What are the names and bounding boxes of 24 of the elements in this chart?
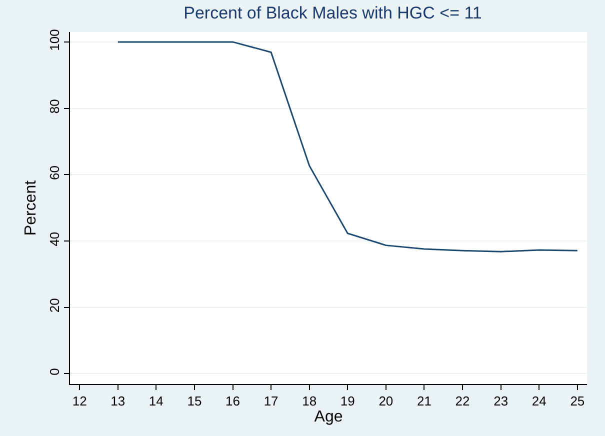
x-tick-label: 14 [148, 394, 164, 409]
x-tick-label: 17 [264, 394, 278, 409]
x-axis-title: Age [314, 408, 343, 426]
line-series [117, 41, 578, 252]
x-tick-label: 20 [378, 394, 394, 409]
x-tick-label: 12 [72, 394, 87, 409]
x-tick-label: 15 [187, 394, 202, 409]
chart-title: Percent of Black Males with HGC <= 11 [184, 3, 482, 22]
y-tick-label: 0 [46, 368, 62, 376]
x-tick-label: 21 [417, 394, 432, 409]
y-tick-label: 40 [46, 232, 62, 246]
x-tick-label: 18 [302, 394, 317, 409]
y-tick-label: 20 [46, 298, 62, 313]
y-tick-label: 100 [46, 29, 62, 51]
x-tick-label: 25 [570, 394, 585, 409]
y-axis-title: Percent [22, 180, 40, 236]
y-tick-label: 60 [46, 165, 62, 180]
x-tick-label: 16 [226, 394, 240, 409]
x-tick-label: 24 [532, 394, 546, 409]
x-tick-label: 13 [110, 394, 126, 409]
x-tick-label: 23 [494, 394, 508, 409]
y-tick-label: 80 [46, 99, 62, 114]
x-tick-label: 19 [340, 394, 355, 409]
x-tick-label: 22 [455, 394, 470, 409]
